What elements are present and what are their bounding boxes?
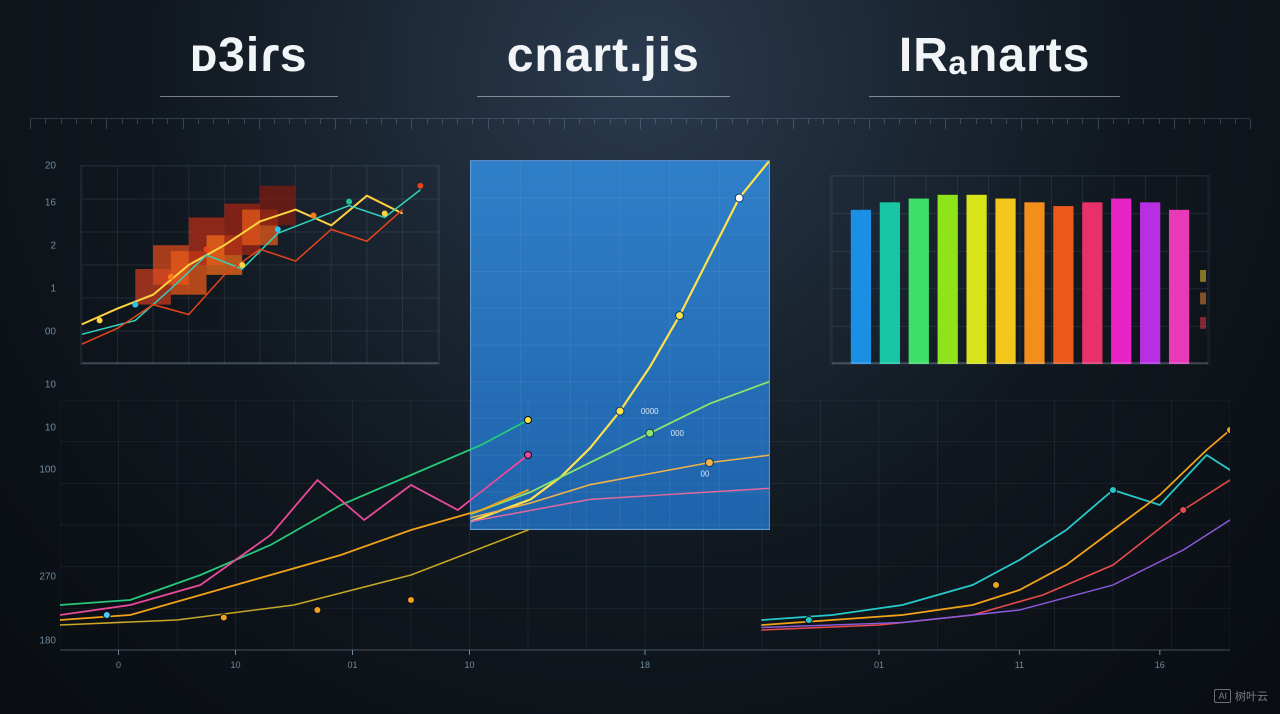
chart-multiline-panel: 0 10 01 10 18 01 11 16 <box>60 400 1230 680</box>
title-d3: ᴅ3iɾs <box>190 28 308 91</box>
svg-text:18: 18 <box>640 660 650 670</box>
chart-d3-svg <box>81 166 439 364</box>
svg-text:01: 01 <box>874 660 884 670</box>
watermark-ai-badge: AI <box>1214 689 1231 703</box>
chart-multiline-svg: 0 10 01 10 18 01 11 16 <box>60 400 1230 680</box>
title-row: ᴅ3iɾs cnart.jis IRₐnarts <box>0 28 1280 91</box>
chart-bars-panel <box>830 175 1210 365</box>
svg-text:11: 11 <box>1015 660 1024 670</box>
title-chartjs: cnart.jis <box>507 28 700 91</box>
chart-bars-svg <box>831 176 1209 364</box>
title-recharts: IRₐnarts <box>899 28 1091 91</box>
top-ruler <box>30 118 1250 138</box>
svg-text:0: 0 <box>116 660 121 670</box>
svg-text:10: 10 <box>464 660 474 670</box>
watermark-text: 树叶云 <box>1235 688 1268 704</box>
chart-d3-panel <box>80 165 440 365</box>
watermark: AI 树叶云 <box>1214 688 1268 704</box>
y-axis-left: 201621001010100270180 <box>10 150 60 684</box>
svg-text:10: 10 <box>230 660 240 670</box>
svg-text:16: 16 <box>1155 660 1165 670</box>
svg-text:01: 01 <box>347 660 357 670</box>
